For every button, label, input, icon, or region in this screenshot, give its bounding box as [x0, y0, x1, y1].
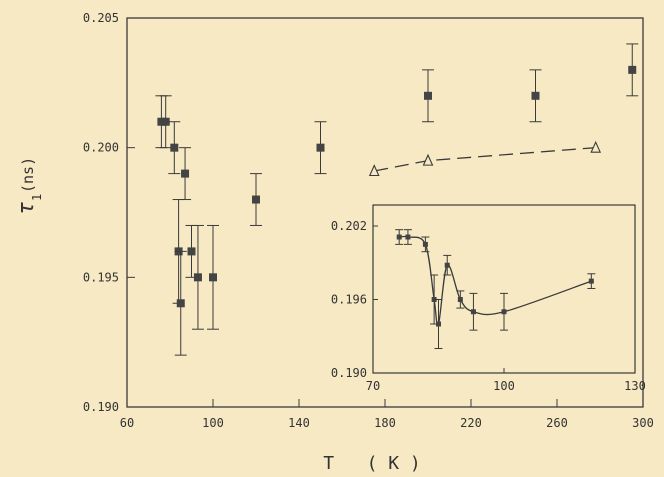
data-point-square: [181, 169, 190, 178]
x-tick-label: 220: [460, 416, 482, 430]
y-axis-unit: (ns): [19, 157, 37, 193]
data-point-square: [193, 273, 202, 282]
data-point-square: [531, 91, 540, 100]
y-tick-label: 0.202: [331, 219, 367, 233]
data-point-square: [470, 309, 476, 315]
data-point-square: [431, 297, 437, 302]
x-tick-label: 180: [374, 416, 396, 430]
x-tick-label: 300: [632, 416, 654, 430]
y-axis-symbol: τ: [14, 202, 39, 215]
y-tick-label: 0.190: [331, 366, 367, 380]
data-point-triangle: [590, 140, 602, 153]
x-tick-label: 60: [120, 416, 134, 430]
data-point-square: [422, 241, 428, 247]
y-axis-title: τ 1 (ns): [14, 157, 44, 215]
y-tick-label: 0.190: [83, 400, 119, 414]
x-tick-label: 140: [288, 416, 310, 430]
data-point-square: [444, 262, 450, 268]
x-tick-label: 130: [624, 379, 646, 393]
data-point-triangle: [422, 153, 434, 166]
y-axis-subscript: 1: [30, 194, 44, 201]
x-tick-label: 260: [546, 416, 568, 430]
data-point-triangle: [368, 164, 380, 177]
data-point-square: [161, 117, 170, 126]
data-point-square: [424, 91, 432, 100]
x-tick-label: 100: [493, 379, 515, 393]
x-tick-label: 70: [366, 379, 380, 393]
data-point-square: [436, 321, 441, 327]
main-axis-ticks: 60 100 140 180 220 260 300 0.190 0.195 0.200 0.205: [83, 11, 654, 430]
y-tick-label: 0.196: [331, 293, 367, 307]
x-tick-label: 100: [202, 416, 224, 430]
data-point-square: [501, 309, 507, 315]
data-point-square: [170, 143, 179, 152]
data-point-square: [457, 297, 463, 302]
inset-axis-ticks: 70 100 130 0.190 0.196 0.202: [331, 219, 646, 393]
data-point-square: [405, 234, 411, 240]
main-plot: 60 100 140 180 220 260 300 0.190 0.195 0.200 0.205: [83, 11, 654, 430]
series-line: [374, 147, 596, 172]
data-point-square: [187, 247, 196, 256]
inset-frame: [372, 204, 636, 374]
series-line: [399, 235, 592, 326]
inset-plot: 70 100 130 0.190 0.196 0.202: [331, 204, 646, 393]
data-point-square: [176, 299, 185, 308]
data-point-square: [588, 278, 594, 284]
main-series: [155, 43, 639, 356]
data-point-square: [628, 65, 637, 74]
data-point-square: [209, 273, 217, 282]
data-point-square: [157, 117, 166, 126]
y-tick-label: 0.195: [83, 270, 119, 284]
data-point-square: [252, 195, 260, 204]
inset-series: [395, 229, 596, 349]
data-point-square: [396, 234, 402, 240]
y-tick-label: 0.200: [83, 141, 119, 155]
y-tick-label: 0.205: [83, 11, 119, 25]
data-point-square: [316, 143, 325, 152]
x-axis-title: T ( K ): [323, 453, 421, 474]
